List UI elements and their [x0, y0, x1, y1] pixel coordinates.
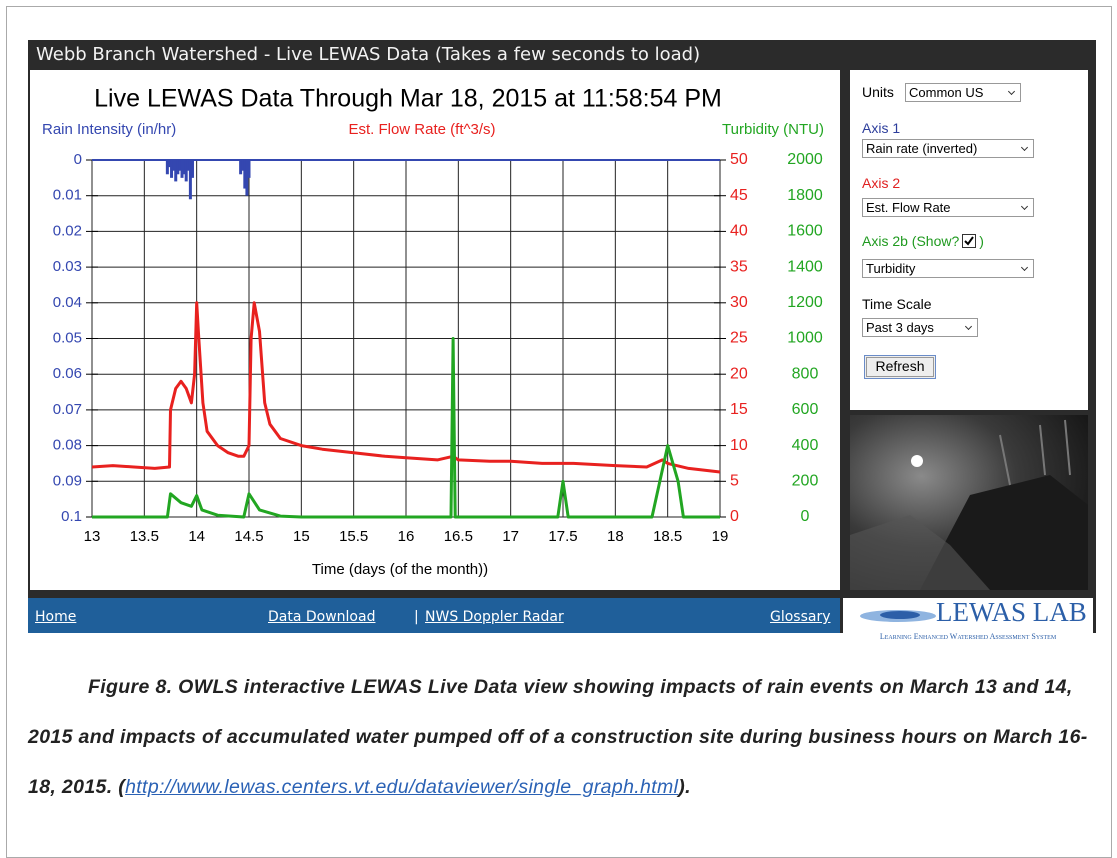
time-select[interactable]: Past 3 days	[862, 318, 978, 337]
y3-tick-label: 1400	[787, 258, 823, 275]
axis1-label: Axis 1	[862, 120, 900, 136]
y3-tick-label: 0	[801, 508, 810, 525]
x-tick-label: 13.5	[130, 528, 159, 545]
y-tick-label: 0.1	[61, 508, 82, 525]
y2-tick-label: 40	[730, 223, 748, 240]
time-label: Time Scale	[862, 296, 932, 312]
x-tick-label: 15	[293, 528, 310, 545]
x-tick-label: 14	[188, 528, 205, 545]
axis1-select[interactable]: Rain rate (inverted)	[862, 139, 1034, 158]
radar-link[interactable]: NWS Doppler Radar	[425, 609, 564, 625]
axis2b-label: Axis 2b (Show?)	[862, 233, 984, 249]
y-tick-label: 0.09	[53, 472, 82, 489]
caption: Figure 8. OWLS interactive LEWAS Live Da…	[28, 662, 1098, 812]
y2-tick-label: 5	[730, 473, 739, 490]
y2-tick-label: 15	[730, 401, 748, 418]
axis2-label: Axis 2	[862, 175, 900, 191]
x-tick-label: 14.5	[234, 528, 263, 545]
y3-tick-label: 1000	[787, 330, 823, 347]
x-tick-label: 17.5	[548, 528, 577, 545]
y3-tick-label: 1200	[787, 294, 823, 311]
refresh-button[interactable]: Refresh	[864, 355, 936, 379]
x-tick-label: 18	[607, 528, 624, 545]
x-tick-label: 16	[398, 528, 415, 545]
logo-subtitle: Learning Enhanced Watershed Assessment S…	[843, 632, 1093, 641]
y-tick-label: 0.07	[53, 401, 82, 418]
x-tick-label: 16.5	[444, 528, 473, 545]
webcam-image	[850, 415, 1088, 590]
axis2b-select[interactable]: Turbidity	[862, 259, 1034, 278]
separator: |	[414, 609, 419, 625]
y3-axis-label: Turbidity (NTU)	[722, 121, 824, 138]
y2-tick-label: 35	[730, 258, 748, 275]
checkbox[interactable]	[962, 234, 976, 248]
glossary-link[interactable]: Glossary	[770, 609, 831, 625]
x-tick-label: 19	[712, 528, 729, 545]
y2-tick-label: 20	[730, 365, 748, 382]
units-label: Units	[862, 84, 894, 100]
y-tick-label: 0.03	[53, 258, 82, 275]
y-axis-label: Rain Intensity (in/hr)	[42, 121, 176, 138]
y-tick-label: 0.06	[53, 365, 82, 382]
chart-title: Live LEWAS Data Through Mar 18, 2015 at …	[94, 85, 722, 113]
y2-tick-label: 0	[730, 508, 739, 525]
y3-tick-label: 200	[792, 473, 819, 490]
axis2-select[interactable]: Est. Flow Rate	[862, 198, 1034, 217]
caption-end: ).	[678, 776, 691, 798]
rain-bar	[248, 160, 251, 178]
caption-link[interactable]: http://www.lewas.centers.vt.edu/dataview…	[125, 776, 678, 798]
y-tick-label: 0.04	[53, 294, 82, 311]
logo-title: LEWAS LAB	[936, 597, 1087, 628]
x-tick-label: 15.5	[339, 528, 368, 545]
chart: Live LEWAS Data Through Mar 18, 2015 at …	[30, 70, 840, 590]
y2-tick-label: 30	[730, 294, 748, 311]
y2-tick-label: 10	[730, 437, 748, 454]
x-axis-label: Time (days (of the month))	[312, 561, 488, 578]
x-tick-label: 17	[502, 528, 519, 545]
y-tick-label: 0.02	[53, 222, 82, 239]
logo-swoosh	[858, 603, 938, 629]
axis2b-text: Axis 2b (Show?	[862, 233, 959, 249]
y-tick-label: 0	[74, 151, 82, 168]
y2-tick-label: 25	[730, 330, 748, 347]
y3-tick-label: 1600	[787, 223, 823, 240]
x-tick-label: 13	[84, 528, 101, 545]
page: Webb Branch Watershed - Live LEWAS Data …	[0, 0, 1117, 849]
download-link[interactable]: Data Download	[268, 609, 375, 625]
home-link[interactable]: Home	[35, 609, 76, 625]
x-tick-label: 18.5	[653, 528, 682, 545]
y3-tick-label: 2000	[787, 151, 823, 168]
y3-tick-label: 400	[792, 437, 819, 454]
y3-tick-label: 1800	[787, 187, 823, 204]
y3-tick-label: 600	[792, 401, 819, 418]
y-tick-label: 0.08	[53, 437, 82, 454]
y2-tick-label: 50	[730, 151, 748, 168]
y3-tick-label: 800	[792, 365, 819, 382]
y2-tick-label: 45	[730, 187, 748, 204]
y-tick-label: 0.01	[53, 187, 82, 204]
axis2b-close: )	[979, 233, 984, 249]
y2-axis-label: Est. Flow Rate (ft^3/s)	[348, 121, 495, 138]
rain-bar	[191, 160, 194, 178]
units-select[interactable]: Common US	[905, 83, 1021, 102]
y-tick-label: 0.05	[53, 329, 82, 346]
header-title: Webb Branch Watershed - Live LEWAS Data …	[36, 44, 700, 65]
